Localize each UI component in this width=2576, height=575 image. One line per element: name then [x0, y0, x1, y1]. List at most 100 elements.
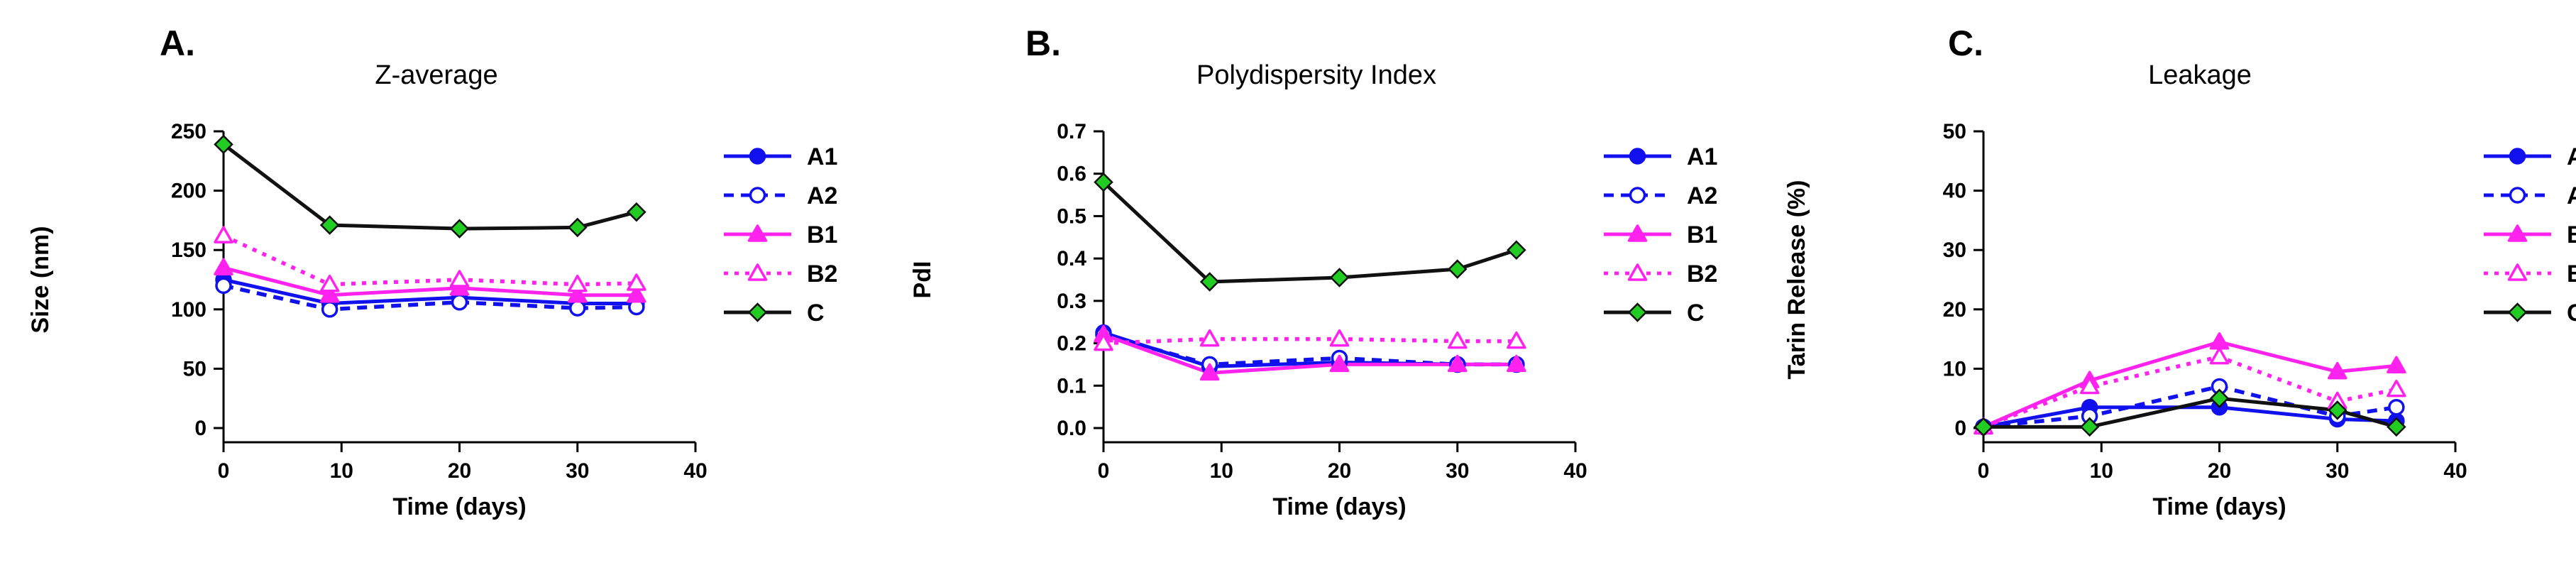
x-tick-label: 40	[683, 459, 707, 483]
x-axis-label: Time (days)	[2152, 493, 2286, 520]
data-point-b2	[1094, 333, 1113, 351]
data-point-b2	[1199, 329, 1220, 347]
y-tick-label: 40	[1943, 180, 1966, 203]
y-tick-label: 0.0	[1057, 417, 1086, 440]
legend-label: A1	[807, 143, 837, 170]
legend-marker-a1	[1629, 148, 1646, 165]
data-point-b2	[1448, 331, 1468, 349]
data-point-b2	[2079, 376, 2100, 395]
y-axis-label: PdI	[909, 261, 936, 299]
legend-marker-c	[747, 302, 768, 322]
chart-panel-3: C. Leakage 0 10 20 30 40 50 0 10 20 30 40 Time (days)…	[1783, 23, 2576, 520]
data-point-b1	[1199, 363, 1220, 381]
legend: A1 A2 B1 B2 C	[1604, 143, 1717, 327]
data-point-a2	[2388, 398, 2405, 416]
data-point-c	[2209, 388, 2230, 408]
legend-marker-b1	[1627, 224, 1648, 242]
data-point-a2	[451, 294, 468, 311]
y-tick-label: 20	[1943, 298, 1966, 322]
legend-label: B1	[2567, 221, 2576, 248]
y-tick-label: 30	[1943, 239, 1966, 262]
data-point-b1	[1448, 354, 1468, 373]
y-tick-label: 0.3	[1057, 290, 1086, 313]
panel-letter: A.	[160, 23, 195, 63]
x-tick-label: 30	[1446, 459, 1469, 483]
data-point-a2	[215, 277, 232, 295]
data-point-c	[2327, 400, 2347, 420]
data-point-c	[627, 202, 646, 222]
data-point-b1	[1507, 354, 1526, 373]
data-point-c	[214, 134, 233, 155]
data-point-b1	[627, 285, 646, 303]
legend-label: A2	[1687, 182, 1717, 209]
data-point-c	[567, 217, 588, 238]
y-tick-label: 150	[171, 239, 207, 262]
legend-marker-c	[2507, 302, 2528, 322]
legend-marker-a2	[2509, 187, 2526, 204]
y-tick-label: 0.5	[1057, 204, 1086, 228]
legend-label: C	[1687, 300, 1705, 327]
data-point-a2	[321, 301, 338, 318]
x-tick-label: 0	[1978, 459, 1990, 483]
x-tick-label: 40	[2443, 459, 2467, 483]
panel-letter: B.	[1025, 23, 1061, 63]
y-tick-label: 0.2	[1057, 332, 1086, 356]
y-tick-label: 0	[194, 417, 207, 440]
data-point-a2	[569, 300, 586, 317]
legend-label: C	[2567, 300, 2576, 327]
y-axis-label: Size (nm)	[27, 226, 54, 333]
data-point-c	[1199, 272, 1220, 292]
x-axis-label: Time (days)	[392, 493, 526, 520]
chart-title: Leakage	[2148, 60, 2252, 90]
legend-label: B2	[807, 261, 837, 288]
data-point-c	[1507, 240, 1526, 260]
x-axis-label: Time (days)	[1272, 493, 1406, 520]
x-tick-label: 0	[1098, 459, 1110, 483]
data-point-c	[319, 215, 340, 235]
legend-marker-c	[1627, 302, 1648, 322]
data-point-c	[1447, 259, 1468, 279]
data-point-c	[1329, 268, 1350, 288]
y-tick-label: 100	[171, 298, 207, 322]
y-tick-label: 50	[183, 357, 207, 380]
chart-title: Z-average	[375, 60, 497, 90]
chart-panel-2: B. Polydispersity Index 0.0 0.1 0.2 0.3 0.4 0.5…	[909, 23, 1717, 520]
data-point-b1	[2387, 356, 2406, 373]
data-point-b2	[319, 274, 340, 292]
legend-marker-b1	[747, 224, 768, 242]
data-point-b2	[449, 270, 470, 288]
chart-panel-1: A. Z-average 0 50 100 150 200 250 0 10 20 30 40 Time …	[27, 23, 837, 520]
legend-label: A1	[1687, 143, 1717, 170]
legend-label: A2	[807, 182, 837, 209]
data-point-b2	[1507, 331, 1526, 349]
data-point-b2	[2387, 379, 2406, 398]
data-point-b2	[627, 273, 646, 291]
chart-title: Polydispersity Index	[1196, 60, 1436, 90]
y-tick-label: 50	[1943, 120, 1966, 143]
data-point-b1	[2328, 361, 2347, 380]
y-tick-label: 0.6	[1057, 163, 1086, 186]
legend-marker-b1	[2507, 224, 2528, 242]
data-point-c	[2387, 417, 2406, 437]
data-point-b1	[319, 285, 340, 303]
legend-label: C	[807, 300, 825, 327]
data-point-b2	[1329, 329, 1350, 347]
x-tick-label: 10	[330, 459, 353, 483]
data-point-b1	[568, 285, 588, 303]
y-tick-label: 200	[171, 180, 207, 203]
x-tick-label: 20	[2208, 459, 2231, 483]
legend-label: B2	[1687, 261, 1717, 288]
legend: A1 A2 B1 B2 C	[724, 143, 837, 327]
data-point-c	[1974, 417, 1993, 437]
legend-label: B2	[2567, 261, 2576, 288]
legend-marker-a2	[1629, 187, 1646, 204]
legend-label: B1	[807, 221, 837, 248]
data-point-c	[449, 219, 470, 239]
x-tick-label: 10	[2090, 459, 2113, 483]
x-tick-label: 20	[448, 459, 471, 483]
data-point-c	[2079, 417, 2100, 437]
data-point-b1	[214, 258, 233, 276]
y-axis-label: Tarin Release (%)	[1783, 180, 1810, 380]
